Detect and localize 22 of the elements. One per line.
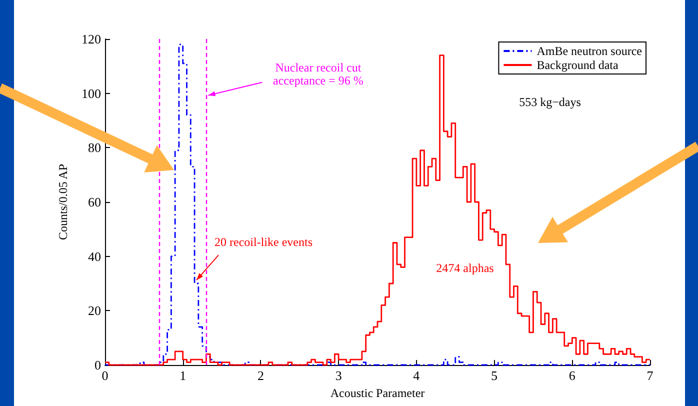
y-tick-label: 40 xyxy=(88,248,101,264)
x-tick-label: 3 xyxy=(335,368,342,383)
annotation: Nuclear recoil cut acceptance = 96 % xyxy=(273,60,364,88)
annotation: 20 recoil-like events xyxy=(214,235,313,250)
x-tick-label: 2 xyxy=(257,368,264,383)
annotation: 2474 alphas xyxy=(436,261,494,275)
x-tick-label: 7 xyxy=(646,368,654,383)
y-tick-label: 20 xyxy=(88,303,101,318)
y-axis-title: Counts/0.05 AP xyxy=(56,164,70,240)
x-tick-label: 4 xyxy=(413,368,420,383)
y-tick-label: 0 xyxy=(94,358,101,372)
annotation: 553 kg−days xyxy=(519,95,582,109)
legend-label: Background data xyxy=(536,58,620,72)
y-tick-label: 60 xyxy=(88,194,101,210)
y-tick-label: 100 xyxy=(82,86,101,101)
x-axis-title: Acoustic Parameter xyxy=(330,386,425,400)
legend-label: AmBe neutron source xyxy=(536,44,642,58)
y-tick-label: 120 xyxy=(82,32,101,46)
x-tick-label: 5 xyxy=(491,368,498,383)
y-tick-label: 80 xyxy=(88,140,101,156)
x-tick-label: 1 xyxy=(180,368,186,383)
x-tick-label: 6 xyxy=(568,368,576,383)
